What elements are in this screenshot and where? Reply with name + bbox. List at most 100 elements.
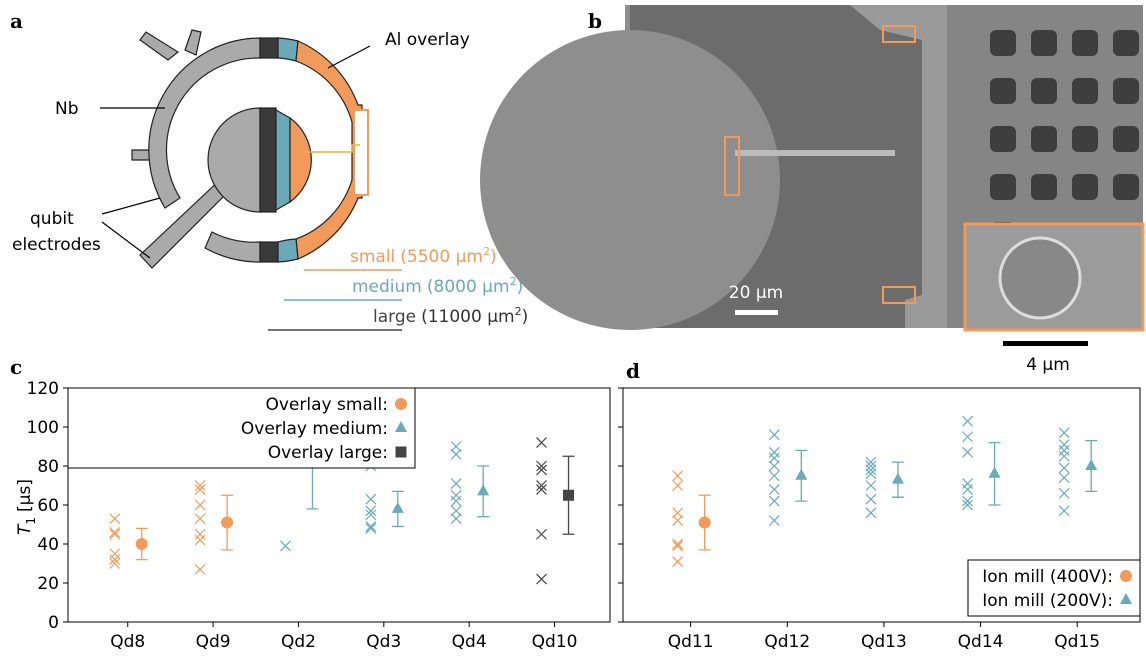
mean-marker: [396, 447, 407, 458]
sample-cross: [537, 574, 547, 584]
sample-cross: [866, 481, 876, 491]
sample-cross: [451, 479, 461, 489]
hole: [1031, 126, 1057, 152]
sample-cross: [963, 432, 973, 442]
mean-marker: [136, 538, 148, 550]
sample-cross: [195, 535, 205, 545]
sample-cross: [537, 438, 547, 448]
y-axis-label: T1[μs]: [15, 479, 38, 535]
y-tick-label: 120: [27, 379, 59, 399]
scale-label: 4 μm: [1026, 355, 1070, 375]
sample-cross: [769, 461, 779, 471]
y-label-unit: [μs]: [15, 479, 35, 512]
sample-cross: [963, 416, 973, 426]
label: qubit: [30, 209, 74, 229]
size-close: ): [522, 307, 529, 327]
hole: [1031, 30, 1057, 56]
sample-cross: [451, 514, 461, 524]
sample-cross: [195, 500, 205, 510]
mean-marker: [395, 398, 407, 410]
sample-cross: [769, 496, 779, 506]
hole: [1113, 126, 1139, 152]
y-tick-label: 40: [37, 535, 59, 555]
sample-cross: [1059, 445, 1069, 455]
size-sup: 2: [515, 305, 522, 318]
qubit-diagram: [100, 30, 370, 268]
y-tick-label: 100: [27, 418, 59, 438]
panel-label: c: [10, 355, 22, 379]
size-close: ): [490, 247, 497, 267]
x-tick-label: Qd14: [958, 632, 1004, 652]
sample-cross: [110, 514, 120, 524]
x-tick-label: Qd10: [532, 632, 578, 652]
sample-cross: [537, 529, 547, 539]
sample-cross: [1059, 506, 1069, 516]
sample-cross: [673, 516, 683, 526]
mean-marker: [1085, 459, 1097, 470]
hole: [1113, 174, 1139, 200]
scale-label: 20 μm: [729, 283, 783, 303]
x-tick-label: Qd13: [861, 632, 907, 652]
hole: [1072, 78, 1098, 104]
y-tick-label: 0: [48, 613, 59, 633]
figure: a b c d Al overlay Nb qubit electrodes s…: [0, 0, 1146, 658]
sample-cross: [195, 564, 205, 574]
y-tick-label: 80: [37, 457, 59, 477]
sample-cross: [280, 541, 290, 551]
mean-marker: [392, 502, 404, 513]
hole: [990, 78, 1016, 104]
sample-cross: [769, 447, 779, 457]
hole: [990, 174, 1016, 200]
size-name: small: [350, 247, 395, 267]
mean-marker: [563, 490, 574, 501]
sample-cross: [673, 481, 683, 491]
size-name: large: [373, 307, 416, 327]
sample-cross: [451, 449, 461, 459]
x-tick-label: Qd15: [1054, 632, 1100, 652]
sample-cross: [110, 529, 120, 539]
x-tick-label: Qd4: [452, 632, 487, 652]
y-label-sub: 1: [24, 517, 38, 525]
sample-cross: [366, 521, 376, 531]
hole: [990, 30, 1016, 56]
sample-cross: [1059, 463, 1069, 473]
x-tick-label: Qd11: [668, 632, 714, 652]
sample-cross: [366, 494, 376, 504]
hole: [1113, 30, 1139, 56]
hole: [1031, 174, 1057, 200]
sample-cross: [451, 496, 461, 506]
mean-marker: [892, 473, 904, 484]
sample-cross: [769, 430, 779, 440]
y-tick-label: 60: [37, 496, 59, 516]
sample-cross: [673, 541, 683, 551]
sample-cross: [963, 447, 973, 457]
size-label: large(11000 μm2): [373, 305, 528, 327]
x-tick-label: Qd2: [281, 632, 316, 652]
label: Al overlay: [385, 30, 470, 50]
mean-marker: [699, 517, 711, 529]
sample-cross: [195, 529, 205, 539]
sample-cross: [1059, 488, 1069, 498]
sample-cross: [195, 514, 205, 524]
sample-cross: [769, 484, 779, 494]
panel-label: b: [588, 9, 602, 33]
size-sup: 2: [510, 275, 517, 288]
sample-cross: [866, 508, 876, 518]
size-label: small(5500 μm2): [350, 245, 497, 267]
mean-marker: [221, 517, 233, 529]
sample-cross: [963, 484, 973, 494]
sample-cross: [673, 539, 683, 549]
hole: [1072, 30, 1098, 56]
legend-label: Ion mill (400V):: [982, 567, 1113, 587]
size-name: medium: [352, 277, 422, 297]
hole: [1031, 78, 1057, 104]
legend-label: Overlay medium:: [241, 419, 388, 439]
mean-marker: [477, 484, 489, 495]
legend-label: Overlay small:: [265, 395, 388, 415]
panel-label: a: [10, 9, 23, 33]
hole: [1113, 78, 1139, 104]
hole: [1072, 174, 1098, 200]
sample-cross: [1059, 440, 1069, 450]
legend-label: Ion mill (200V):: [982, 591, 1113, 611]
x-tick-label: Qd8: [110, 632, 145, 652]
